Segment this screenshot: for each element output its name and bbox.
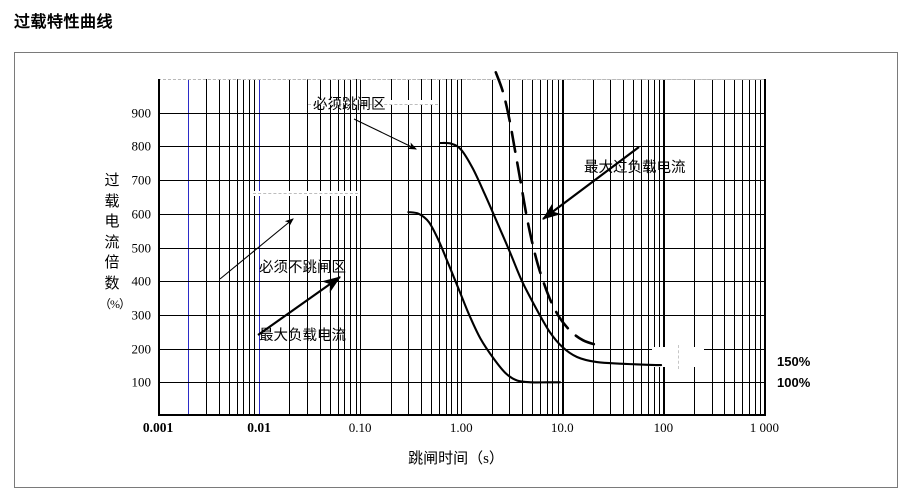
plot-right-axis [764,79,766,416]
curve-最大负载电流 [407,211,562,384]
plot-left-axis [158,79,160,416]
horizontal-gridline [158,180,766,182]
gridline-gap-mask [308,100,438,105]
x-tick-label: 10.0 [550,420,574,435]
y-axis-title-char: 流 [104,234,120,251]
y-tick-label: 800 [131,138,152,154]
horizontal-gridline [158,112,766,114]
edge-percent-label: 100% [777,375,811,390]
annotation-label: 最大过负载电流 [584,160,686,176]
plot-area: 900 800 700 600 500 400 300 200 100 0.001 0.01 0.1… [132,71,779,434]
y-tick-label: 300 [131,307,152,323]
gray-dash-segment [308,103,438,105]
horizontal-gridline [158,382,766,384]
x-tick-label: 1.00 [449,420,473,435]
y-axis-title-unit: （%） [99,297,131,311]
x-tick-label: 0.001 [142,420,174,435]
y-tick-label: 400 [131,273,152,289]
leader-max-overload-current [542,146,640,220]
horizontal-gridline [158,281,766,283]
horizontal-gridline [158,146,766,148]
annotation-label: 必须跳闸区 [313,97,386,113]
edge-percent-label: 150% [777,354,811,369]
annotation-label: 必须不跳闸区 [259,260,346,276]
y-tick-label: 600 [131,206,152,222]
y-axis-title-char: 电 [104,214,120,230]
leader-must-trip [353,118,417,150]
curve-最大过负载电流 [494,71,606,349]
horizontal-gridline [158,213,766,215]
leader-must-not-trip [219,218,294,280]
chart-curves [407,71,663,384]
x-tick-label: 1 000 [749,420,780,435]
plot-bottom-axis [158,414,766,416]
y-tick-label: 500 [131,240,152,255]
y-axis-title-char: 倍 [104,255,120,271]
x-tick-label: 0.01 [247,420,271,435]
gray-dash-segment [678,345,679,369]
leader-max-load-current [257,276,341,336]
x-tick-label: 0.10 [348,420,372,435]
y-axis-title-char: 过 [104,173,120,189]
horizontal-gridline [158,314,766,316]
annotation-label: 最大负载电流 [259,328,346,344]
annotation-leader-lines [219,118,640,336]
horizontal-gridline [158,348,766,350]
y-axis-title-char: 数 [104,275,120,292]
y-tick-label: 700 [131,172,152,188]
y-tick-label: 100 [131,374,152,390]
horizontal-gridline [158,247,766,249]
plot-top-edge [158,79,766,80]
y-axis-title-char: 载 [104,193,120,210]
gray-dash-segment [253,193,358,194]
curve-最大过负载电流-curve [439,141,663,367]
y-tick-label: 200 [131,341,152,357]
chart-figure-frame: 过 载 电 流 倍 数 （%） 跳闸时间（s） [14,52,898,488]
y-axis-title: 过 载 电 流 倍 数 （%） [99,171,131,315]
page-title: 过载特性曲线 [14,14,114,31]
y-tick-label: 900 [131,105,152,121]
x-tick-label: 100 [653,420,674,435]
x-axis-title: 跳闸时间（s） [408,451,504,467]
